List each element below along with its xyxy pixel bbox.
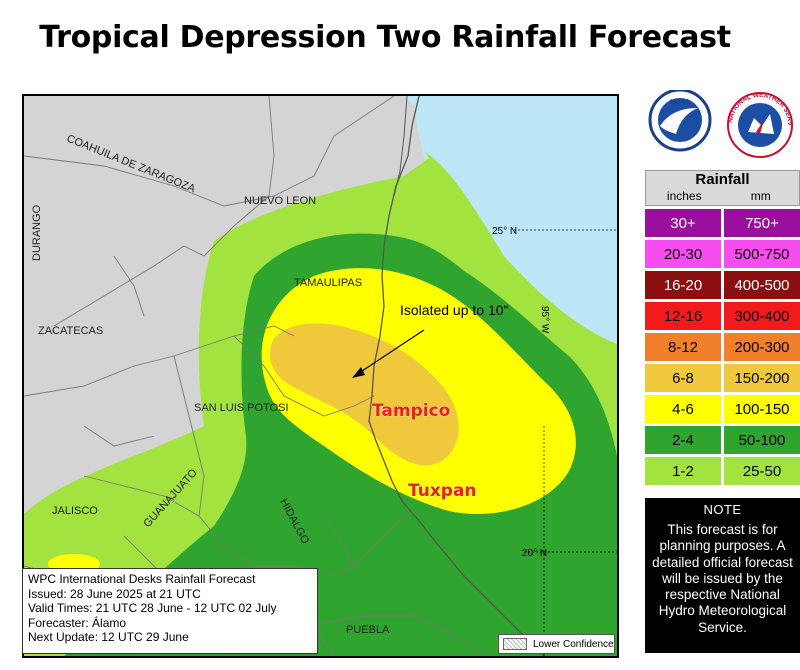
city-tampico: Tampico — [372, 401, 450, 421]
legend-mm-cell: 25-50 — [724, 457, 800, 485]
hatch-swatch — [503, 638, 527, 650]
legend-mm-cell: 400-500 — [724, 271, 800, 299]
legend-mm-cell: 500-750 — [724, 240, 800, 268]
rain-band-6-8 — [270, 323, 459, 466]
info-line-issued: Issued: 28 June 2025 at 21 UTC — [28, 586, 201, 601]
coastline — [368, 96, 545, 656]
map-canvas: 25° N 20° N 95° W COAHUILA DE ZARAGOZA N… — [24, 96, 617, 656]
note-title: NOTE — [703, 502, 742, 517]
legend-unit-inches: inches — [666, 189, 702, 203]
forecast-info-box: WPC International Desks Rainfall Forecas… — [22, 568, 318, 654]
legend-mm-cell: 200-300 — [724, 333, 800, 361]
legend-inches-cell: 8-12 — [645, 333, 721, 361]
legend-row: 6-8 150-200 — [645, 364, 800, 392]
graticule — [514, 229, 617, 656]
page-title: Tropical Depression Two Rainfall Forecas… — [39, 20, 731, 55]
legend-row: 1-2 25-50 — [645, 457, 800, 485]
lat-label-20n: 20° N — [522, 548, 547, 559]
label-jalisco: JALISCO — [52, 505, 98, 517]
annotation-arrow — [358, 329, 425, 374]
legend-row: 16-20 400-500 — [645, 271, 800, 299]
svg-text:NOAA: NOAA — [670, 99, 690, 106]
legend-inches-cell: 1-2 — [645, 457, 721, 485]
annotation-arrowhead — [352, 367, 365, 378]
info-line-title: WPC International Desks Rainfall Forecas… — [28, 572, 256, 586]
label-nuevo-leon: NUEVO LEON — [244, 195, 316, 207]
noaa-logo: NOAA — [648, 88, 712, 152]
legend-row: 2-4 50-100 — [645, 426, 800, 454]
agency-logos: NOAA NATIONAL WEATHER SERVICE — [638, 85, 800, 160]
info-line-next-update: Next Update: 12 UTC 29 June — [28, 630, 189, 645]
rainfall-map: 25° N 20° N 95° W COAHUILA DE ZARAGOZA N… — [22, 94, 619, 658]
legend-inches-cell: 12-16 — [645, 302, 721, 330]
info-line-valid: Valid Times: 21 UTC 28 June - 12 UTC 02 … — [28, 601, 277, 616]
legend-inches-cell: 2-4 — [645, 426, 721, 454]
legend-rows: 30+ 750+ 20-30 500-750 16-20 400-500 12-16 300-… — [645, 209, 800, 485]
legend-mm-cell: 150-200 — [724, 364, 800, 392]
city-tuxpan: Tuxpan — [408, 481, 477, 501]
legend-inches-cell: 16-20 — [645, 271, 721, 299]
legend-header: Rainfall inches mm — [645, 170, 800, 206]
label-puebla: PUEBLA — [346, 624, 390, 636]
label-san-luis-potosi: SAN LUIS POTOSI — [194, 402, 289, 414]
legend-row: 20-30 500-750 — [645, 240, 800, 268]
rainfall-legend: Rainfall inches mm 30+ 750+ 20-30 500-750 16… — [645, 170, 800, 485]
note-body: This forecast is for planning purposes. … — [652, 522, 793, 635]
legend-row: 4-6 100-150 — [645, 395, 800, 423]
info-line-forecaster: Forecaster: Álamo — [28, 615, 127, 630]
legend-inches-cell: 6-8 — [645, 364, 721, 392]
legend-inches-cell: 30+ — [645, 209, 721, 237]
legend-row: 8-12 200-300 — [645, 333, 800, 361]
legend-inches-cell: 20-30 — [645, 240, 721, 268]
legend-row: 30+ 750+ — [645, 209, 800, 237]
legend-mm-cell: 50-100 — [724, 426, 800, 454]
gulf-of-mexico — [404, 96, 617, 356]
annotation-isolated: Isolated up to 10" — [400, 302, 509, 318]
barrier-island — [393, 96, 408, 197]
lower-confidence-key: Lower Confidence — [498, 634, 615, 654]
label-durango: DURANGO — [31, 204, 43, 261]
lat-label-25n: 25° N — [492, 226, 517, 237]
legend-mm-cell: 300-400 — [724, 302, 800, 330]
label-tamaulipas: TAMAULIPAS — [294, 277, 362, 289]
legend-mm-cell: 750+ — [724, 209, 800, 237]
label-zacatecas: ZACATECAS — [38, 325, 103, 337]
legend-title: Rainfall — [695, 171, 750, 188]
lon-label-95w: 95° W — [539, 306, 550, 334]
lower-confidence-label: Lower Confidence — [533, 638, 614, 650]
note-box: NOTE This forecast is for planning purpo… — [645, 498, 800, 653]
legend-mm-cell: 100-150 — [724, 395, 800, 423]
legend-row: 12-16 300-400 — [645, 302, 800, 330]
legend-inches-cell: 4-6 — [645, 395, 721, 423]
legend-unit-mm: mm — [750, 189, 771, 203]
